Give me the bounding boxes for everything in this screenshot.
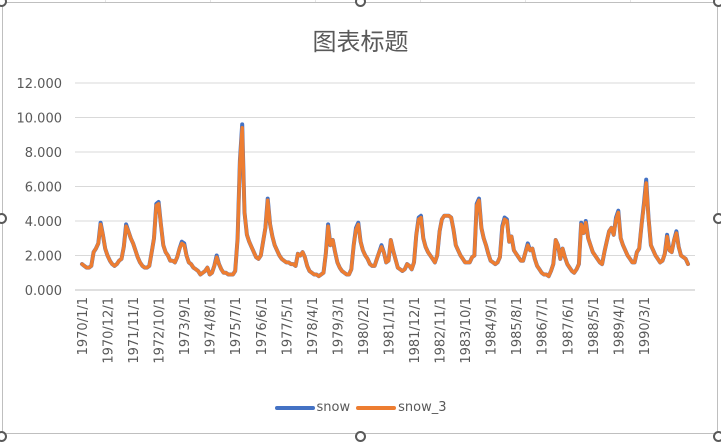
x-tick-label: 1979/3/1	[331, 297, 346, 355]
x-tick-label: 1990/3/1	[638, 297, 653, 355]
x-tick-label: 1975/7/1	[229, 297, 244, 355]
y-tick-label: 2.000	[25, 250, 62, 265]
y-tick-label: 10.000	[17, 112, 63, 127]
x-tick-label: 1987/6/1	[561, 297, 576, 355]
resize-handle-mid-left[interactable]	[0, 213, 7, 224]
legend-swatch-snow	[274, 405, 315, 410]
x-tick-label: 1982/11/1	[434, 297, 449, 364]
resize-handle-top-left[interactable]	[0, 0, 7, 7]
x-tick-label: 1974/8/1	[204, 297, 219, 355]
x-tick-label: 1984/9/1	[485, 297, 500, 355]
y-tick-label: 4.000	[25, 215, 62, 230]
legend-label-snow: snow	[316, 400, 351, 415]
x-tick-label: 1983/10/1	[459, 297, 474, 364]
resize-handle-mid-right[interactable]	[713, 213, 721, 224]
x-tick-label: 1981/1/1	[382, 297, 397, 355]
y-tick-label: 8.000	[25, 146, 62, 161]
x-tick-label: 1989/4/1	[612, 297, 627, 355]
legend-label-snow-3: snow_3	[398, 400, 447, 415]
x-tick-label: 1972/10/1	[153, 297, 168, 364]
resize-handle-top-right[interactable]	[713, 0, 721, 7]
chart-title[interactable]: 图表标题	[312, 28, 409, 56]
series-line-snow-3	[80, 126, 690, 278]
x-tick-label: 1978/4/1	[306, 297, 321, 355]
resize-handle-bottom-left[interactable]	[0, 431, 7, 442]
legend-item-snow[interactable]: snow	[274, 400, 351, 415]
y-tick-label: 0.000	[25, 284, 62, 299]
x-tick-label: 1973/9/1	[178, 297, 193, 355]
legend[interactable]: snow snow_3	[0, 400, 721, 415]
x-tick-label: 1981/12/1	[408, 297, 423, 364]
resize-handle-top-center[interactable]	[355, 0, 366, 7]
x-tick-label: 1977/5/1	[280, 297, 295, 355]
legend-swatch-snow-3	[356, 405, 397, 410]
resize-handle-bottom-center[interactable]	[355, 431, 366, 442]
x-tick-label: 1976/6/1	[255, 297, 270, 355]
y-tick-label: 12.000	[17, 77, 63, 92]
x-tick-label: 1988/5/1	[587, 297, 602, 355]
x-tick-label: 1985/8/1	[510, 297, 525, 355]
x-tick-label: 1971/11/1	[127, 297, 142, 364]
x-tick-label: 1980/2/1	[357, 297, 372, 355]
x-tick-label: 1970/1/1	[76, 297, 91, 355]
legend-item-snow-3[interactable]: snow_3	[356, 400, 446, 415]
y-tick-label: 6.000	[25, 181, 62, 196]
x-tick-label: 1970/12/1	[102, 297, 117, 364]
resize-handle-bottom-right[interactable]	[713, 431, 721, 442]
x-tick-label: 1986/7/1	[536, 297, 551, 355]
